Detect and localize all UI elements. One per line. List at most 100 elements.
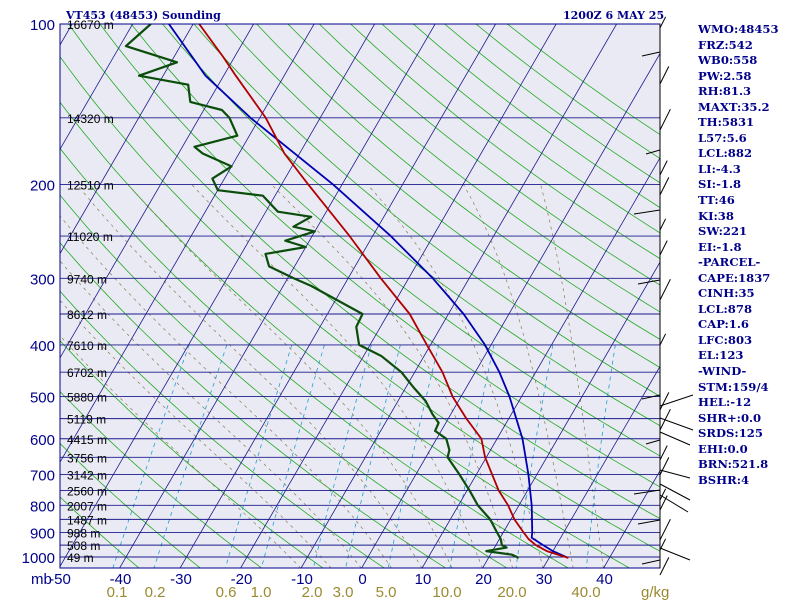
mixing-ratio-line: [449, 344, 495, 568]
pressure-axis-label: mb: [31, 571, 52, 588]
mixing-ratio-tick-label: 5.0: [376, 584, 397, 600]
wind-barb: [633, 209, 661, 215]
dry-adiabat: [225, 24, 660, 368]
wind-barb: [659, 66, 670, 85]
index-line: -PARCEL-: [698, 255, 761, 270]
dry-adiabat: [60, 390, 263, 568]
index-line: EHI:0.0: [698, 441, 748, 456]
dry-adiabat: [162, 24, 660, 427]
mixing-ratio-tick-label: 3.0: [333, 584, 354, 600]
temperature-tick-label: -20: [231, 571, 253, 588]
station-title: VT453 (48453) Sounding: [66, 9, 221, 22]
index-line: MAXT:35.2: [698, 99, 770, 114]
isotherm: [421, 157, 660, 568]
index-line: SI:-1.8: [698, 177, 742, 192]
height-label: 6702 m: [67, 366, 107, 380]
isotherm: [60, 24, 315, 463]
chart-grid: [60, 24, 660, 568]
wind-barb: [659, 160, 668, 176]
wind-barb: [659, 495, 668, 511]
index-line: WB0:558: [698, 53, 758, 68]
moist-adiabat: [367, 184, 544, 568]
isotherm: [60, 24, 194, 255]
moist-adiabat: [127, 184, 453, 568]
plot-area: [60, 24, 660, 568]
mixing-ratio-tick-label: 40.0: [571, 584, 600, 600]
dry-adiabat: [319, 24, 660, 286]
wind-barb: [659, 431, 691, 446]
wind-barb: [659, 557, 670, 576]
index-line: WMO:48453: [698, 22, 779, 36]
mixing-ratio-line: [153, 344, 228, 568]
height-label: 3142 m: [67, 468, 107, 482]
parcel-trace: [168, 24, 569, 559]
wind-barb: [659, 333, 667, 346]
index-line: BRN:521.8: [698, 457, 769, 472]
wind-barb: [659, 108, 671, 131]
mixing-ratio-line: [312, 344, 372, 568]
wind-barb: [659, 518, 671, 541]
isotherm: [179, 24, 497, 568]
index-line: KI:38: [698, 208, 734, 223]
dry-adiabat: [60, 194, 508, 568]
temperature-tick-label: -40: [110, 571, 132, 588]
temperature-tick-label: 40: [596, 571, 613, 588]
height-label: 14320 m: [67, 112, 114, 126]
index-line: L57:5.6: [698, 130, 747, 145]
isotherm: [60, 24, 134, 151]
dry-adiabat: [256, 24, 660, 340]
moist-adiabat: [76, 184, 423, 568]
isotherm: [119, 24, 436, 568]
dry-adiabat: [60, 496, 140, 568]
height-label: 49 m: [67, 551, 94, 565]
dry-adiabat: [60, 147, 569, 568]
mixing-ratio-tick-label: 1.0: [251, 584, 272, 600]
temperature-tick-label: -30: [170, 571, 192, 588]
moist-adiabat: [540, 184, 604, 568]
index-line: SHR+:0.0: [698, 410, 762, 425]
index-line: LCL:878: [698, 301, 753, 316]
dry-adiabat: [130, 24, 660, 457]
height-label: 8612 m: [67, 308, 107, 322]
index-line: PW:2.58: [698, 68, 752, 83]
dry-adiabat: [60, 242, 447, 568]
mixing-ratio-line: [260, 344, 325, 568]
temperature-tick-label: -10: [291, 571, 313, 588]
mixing-ratio-tick-label: 0.1: [107, 584, 128, 600]
pressure-tick-label: 900: [30, 526, 55, 543]
moist-adiabat: [463, 184, 574, 568]
wind-barb: [637, 519, 661, 525]
wind-barb: [633, 489, 661, 495]
mixing-ratio-tick-label: 0.6: [216, 584, 237, 600]
height-label: 11020 m: [67, 230, 113, 244]
temperature-tick-label: 20: [475, 571, 492, 588]
wind-barb: [659, 457, 670, 476]
temperature-trace: [198, 24, 569, 559]
moist-adiabat: [191, 184, 483, 568]
index-line: CINH:35: [698, 286, 755, 301]
isotherm: [60, 24, 255, 359]
index-line: CAPE:1837: [698, 270, 771, 285]
wind-barb: [659, 16, 667, 29]
sounding-time: 1200Z 6 MAY 25: [563, 9, 665, 22]
wind-barb: [659, 483, 691, 501]
dry-adiabat: [68, 24, 660, 520]
temperature-tick-label: 10: [415, 571, 432, 588]
isotherm: [361, 52, 660, 568]
wind-barb: [641, 51, 661, 57]
pressure-tick-label: 800: [30, 498, 55, 515]
height-label: 2560 m: [67, 484, 107, 498]
wind-barbs: [633, 16, 694, 576]
mixing-ratio-tick-label: 0.2: [145, 584, 166, 600]
wind-barb: [645, 149, 661, 155]
isotherm: [300, 24, 618, 568]
mixing-ratio-line: [585, 344, 616, 568]
isotherm: [542, 365, 660, 568]
chart-labels: 16670 m 14320 m 12510 m 11020 m 9740 m 8612 m…: [22, 17, 670, 600]
mixing-ratio-line: [112, 344, 190, 568]
moist-adiabat: [60, 260, 362, 568]
height-label: 508 m: [67, 539, 100, 553]
mixing-ratio-tick-label: 10.0: [432, 584, 461, 600]
height-label: 5880 m: [67, 391, 107, 405]
index-line: TH:5831: [698, 115, 755, 130]
